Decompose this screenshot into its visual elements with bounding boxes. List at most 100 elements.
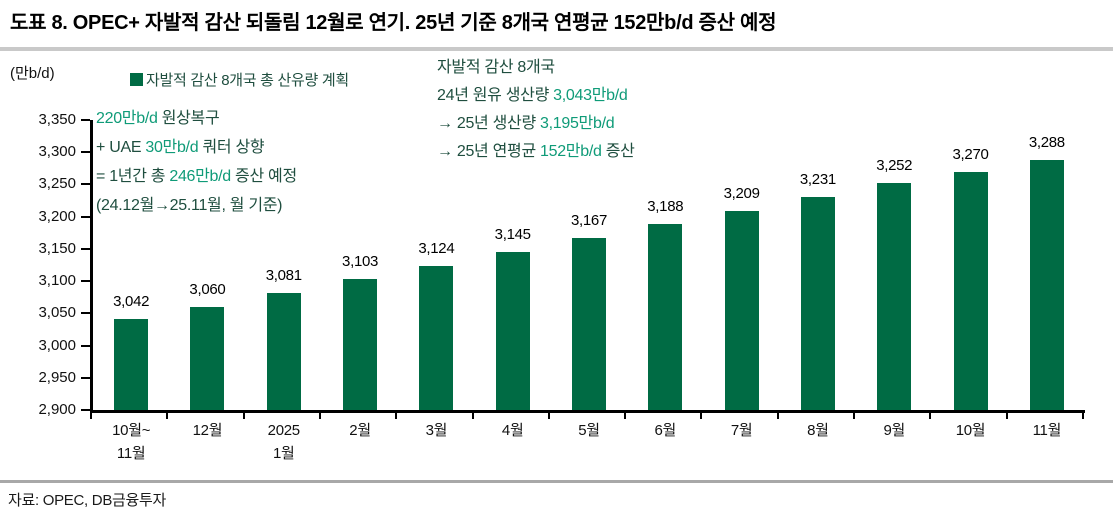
x-axis-tick: [90, 410, 92, 419]
y-axis-tick-label: 3,150: [38, 239, 76, 257]
annotation-highlight: 3,043만b/d: [553, 87, 628, 104]
annotation-text: 원상복구: [157, 110, 220, 127]
annotation-line: 자발적 감산 8개국: [437, 54, 635, 82]
x-axis-label-line: 9월: [883, 422, 905, 439]
y-axis-tick-label: 3,300: [38, 143, 76, 161]
annotation-line: + UAE 30만b/d 쿼터 상향: [96, 133, 297, 162]
x-axis-tick: [700, 410, 703, 419]
bar-value-label: 3,288: [1028, 133, 1065, 151]
bar-column: 3,145: [475, 120, 551, 410]
bar-column: 3,209: [703, 120, 779, 410]
y-axis-tick-label: 2,900: [38, 401, 76, 418]
bar: [495, 252, 530, 410]
x-axis-label-line: 10월~: [112, 422, 151, 439]
x-axis-label-line: 4월: [501, 422, 524, 439]
bar-column: 3,252: [856, 120, 932, 410]
x-axis-tick: [395, 410, 398, 419]
bar-value-label: 3,124: [418, 239, 455, 257]
x-axis-tick: [471, 410, 474, 419]
annotation-line: = 1년간 총 246만b/d 증산 예정: [96, 162, 297, 191]
x-axis-label-line: 10월: [955, 422, 986, 439]
bar: [343, 279, 378, 410]
bar-value-label: 3,252: [876, 157, 913, 175]
bar-value-label: 3,060: [189, 280, 226, 298]
bar: [114, 318, 149, 410]
x-axis-label-line: 11월: [1032, 422, 1062, 439]
plot-area: 3,042 3,060 3,081 3,103 3,124 3,145 3,167 3,188…: [90, 120, 1085, 413]
x-axis-tick: [318, 410, 321, 419]
bar-value-label: 3,103: [342, 253, 379, 271]
x-axis-label-line: 7월: [730, 422, 753, 439]
y-axis-tick: [81, 409, 90, 411]
bar: [266, 293, 301, 410]
x-axis-label-line: 2월: [349, 422, 371, 439]
x-axis-label-line: 11월: [116, 445, 146, 462]
x-axis-label: 10월: [932, 419, 1008, 442]
bar: [877, 183, 912, 410]
bar-column: 3,231: [780, 120, 856, 410]
x-axis-tick: [1082, 410, 1084, 419]
y-axis-tick-label: 3,050: [38, 304, 76, 322]
bar-column: 3,124: [398, 120, 474, 410]
bar-column: 3,288: [1009, 120, 1085, 410]
y-axis-unit-label: (만b/d): [10, 65, 55, 82]
y-axis-tick: [81, 280, 90, 283]
bar: [419, 265, 454, 410]
y-axis-tick: [81, 151, 90, 154]
x-axis-label-line: 8월: [807, 422, 829, 439]
annotation-text: (24.12월→25.11월, 월 기준): [96, 197, 283, 214]
chart-legend: 자발적 감산 8개국 총 산유량 계획: [130, 69, 349, 90]
x-axis-label-line: 3월: [425, 422, 448, 439]
x-axis-label-line: 6월: [654, 422, 677, 439]
x-axis-label-line: 2025: [267, 422, 300, 439]
y-axis-tick-label: 3,250: [38, 175, 76, 193]
y-axis-tick: [81, 247, 90, 250]
bar-column: 3,167: [551, 120, 627, 410]
y-axis-tick-label: 2,950: [38, 368, 76, 386]
annotation-text: = 1년간 총: [96, 168, 170, 185]
bar-column: 3,188: [627, 120, 703, 410]
bar-value-label: 3,270: [952, 145, 989, 163]
x-axis-label-line: 5월: [578, 422, 600, 439]
y-axis-tick: [81, 119, 90, 121]
y-axis-tick-label: 3,350: [38, 111, 76, 128]
annotation-line: (24.12월→25.11월, 월 기준): [96, 191, 297, 220]
annotation-text: → 25년 연평균: [437, 143, 541, 160]
bar-value-label: 3,167: [570, 211, 608, 229]
x-axis-label: 5월: [551, 419, 627, 442]
x-axis-tick: [547, 410, 550, 419]
bar: [571, 237, 606, 410]
source-note: 자료: OPEC, DB금융투자: [8, 492, 167, 509]
bar-column: 3,270: [932, 120, 1008, 410]
annotation-line: → 25년 생산량 3,195만b/d: [437, 110, 635, 138]
bar-value-label: 3,081: [265, 267, 302, 285]
legend-label: 자발적 감산 8개국 총 산유량 계획: [146, 72, 349, 89]
y-axis-tick-label: 3,000: [38, 336, 76, 354]
y-axis-tick-label: 3,100: [38, 272, 76, 290]
x-axis-tick: [929, 410, 932, 419]
y-axis-tick: [81, 344, 90, 347]
annotation-highlight: 3,195만b/d: [540, 115, 615, 132]
chart-title: 도표 8. OPEC+ 자발적 감산 되돌림 12월로 연기. 25년 기준 8…: [10, 12, 777, 34]
bar: [1029, 159, 1064, 410]
annotation-highlight: 220만b/d: [96, 110, 158, 127]
y-axis-tick-label: 3,200: [38, 207, 76, 225]
footer-divider: [0, 480, 1113, 483]
x-axis-tick: [776, 410, 779, 419]
bar: [190, 306, 225, 410]
annotation-highlight: 152만b/d: [540, 143, 602, 160]
annotation-text: 증산: [601, 143, 635, 160]
annotation-line: 24년 원유 생산량 3,043만b/d: [437, 82, 635, 110]
bar: [800, 196, 835, 410]
x-axis-tick: [1005, 410, 1008, 419]
x-axis-tick: [624, 410, 627, 419]
x-axis-tick: [242, 410, 245, 419]
x-axis-label-line: 12월: [192, 422, 223, 439]
y-axis-tick: [81, 215, 90, 218]
annotation-highlight: 30만b/d: [145, 139, 199, 156]
x-axis-tick: [853, 410, 856, 419]
annotation-highlight: 246만b/d: [169, 168, 231, 185]
bar-column: 3,042: [93, 120, 169, 410]
x-axis-label: 9월: [856, 419, 932, 442]
